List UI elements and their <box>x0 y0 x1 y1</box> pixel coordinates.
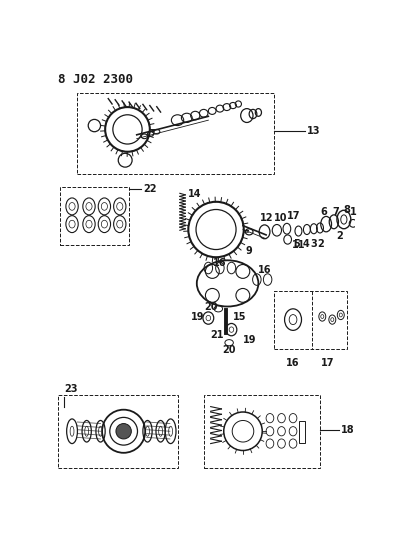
Text: 18: 18 <box>341 425 354 435</box>
Text: 1: 1 <box>350 207 356 217</box>
Text: 16: 16 <box>213 257 227 268</box>
Text: 17: 17 <box>287 212 301 221</box>
Text: 8: 8 <box>343 205 350 215</box>
Text: 19: 19 <box>191 311 205 321</box>
Text: 14: 14 <box>188 189 201 199</box>
Text: 12: 12 <box>260 213 273 223</box>
Text: 9: 9 <box>245 246 252 256</box>
Text: 16: 16 <box>258 265 271 276</box>
Text: 2: 2 <box>336 231 343 241</box>
Bar <box>299 421 305 443</box>
Text: 5: 5 <box>293 239 300 249</box>
Text: 8 J02 2300: 8 J02 2300 <box>58 73 133 86</box>
Text: 6: 6 <box>320 207 327 217</box>
Text: 13: 13 <box>307 126 320 136</box>
Circle shape <box>116 424 131 439</box>
Text: 11: 11 <box>292 240 306 250</box>
Text: 22: 22 <box>143 184 156 195</box>
Text: 3: 3 <box>310 239 317 249</box>
Text: 16: 16 <box>286 358 299 368</box>
Text: 20: 20 <box>223 345 236 356</box>
Text: 15: 15 <box>233 311 246 321</box>
Text: 2: 2 <box>317 239 324 249</box>
Text: 17: 17 <box>321 358 335 368</box>
Text: 23: 23 <box>64 384 78 393</box>
Text: 21: 21 <box>211 330 224 340</box>
Text: 7: 7 <box>332 207 339 217</box>
Text: 20: 20 <box>204 302 218 311</box>
Text: 19: 19 <box>243 335 257 345</box>
Text: 10: 10 <box>274 213 287 223</box>
Text: 4: 4 <box>303 239 310 249</box>
